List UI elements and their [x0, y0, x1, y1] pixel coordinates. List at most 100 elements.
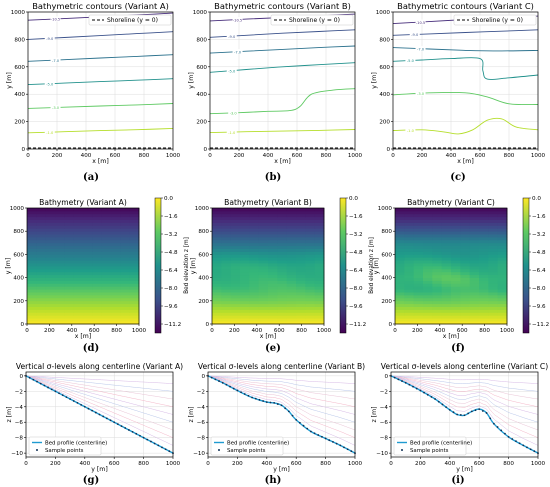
heatmap-cell [73, 208, 84, 212]
heatmap-cell [305, 245, 316, 249]
heatmap-cell [83, 251, 93, 255]
sigma-level-line [207, 375, 356, 408]
heatmap-cell [404, 216, 415, 220]
heatmap-cell [296, 260, 306, 264]
legend-label-sample: Sample points [45, 448, 84, 454]
contour-label-bg [232, 49, 243, 55]
heatmap-cell [36, 318, 47, 322]
heatmap-cell [497, 318, 508, 322]
heatmap-cell [230, 286, 241, 290]
heatmap-cell [451, 213, 461, 218]
heatmap-cell [36, 289, 47, 293]
heatmap-cell [249, 315, 260, 319]
heatmap-cell [120, 254, 131, 258]
heatmap-cell [212, 297, 222, 302]
heatmap-cell [286, 306, 297, 310]
heatmap-cell [497, 289, 508, 293]
x-tick-label: 200 [232, 461, 243, 467]
heatmap-cell [240, 225, 250, 229]
heatmap-cell [277, 210, 288, 215]
heatmap-cell [460, 208, 471, 212]
sigma-level-line [25, 375, 174, 431]
x-tick-label: 1000 [166, 153, 181, 159]
heatmap-cell [460, 222, 471, 226]
heatmap-cell [73, 237, 84, 241]
heatmap-cell [314, 225, 325, 229]
heatmap-cell [395, 216, 405, 220]
heatmap-cell [432, 268, 443, 273]
heatmap-cell [423, 210, 433, 215]
heatmap-cell [36, 228, 47, 232]
heatmap-cell [101, 263, 112, 267]
heatmap-cell [314, 289, 325, 293]
heatmap-cell [221, 274, 232, 278]
heatmap-cell [258, 251, 269, 255]
heatmap-cell [45, 222, 56, 226]
heatmap-cell [249, 219, 260, 223]
heatmap-cell [305, 260, 316, 264]
heatmap-cell [27, 254, 37, 258]
heatmap-cell [296, 263, 306, 267]
sigma-level-line [390, 375, 539, 423]
heatmap-cell [101, 222, 112, 226]
heatmap-cell [488, 248, 499, 252]
x-axis-label: y [m] [456, 466, 472, 473]
heatmap-cell [249, 210, 260, 215]
heatmap-cell [296, 268, 306, 273]
y-axis-label: y [m] [5, 258, 12, 274]
heatmap-cell [441, 277, 452, 281]
heatmap-cell [277, 225, 288, 229]
heatmap-cell [432, 216, 443, 220]
heatmap-cell [413, 315, 424, 319]
heatmap-cell [36, 210, 47, 215]
heatmap-cell [432, 295, 443, 299]
heatmap-cell [111, 263, 121, 267]
heatmap-cell [230, 318, 241, 322]
contour-label: -3.0 [417, 92, 425, 96]
heatmap-cell [441, 210, 452, 215]
heatmap-cell [296, 239, 306, 244]
chart-title: Bathymetric contours (Variant A) [32, 1, 169, 11]
sigma-level-line [390, 375, 539, 446]
x-tick-label: 800 [504, 153, 515, 159]
heatmap-cell [36, 234, 47, 238]
heatmap-cell [111, 286, 121, 290]
x-tick-label: 400 [444, 461, 455, 467]
heatmap-cell [469, 251, 480, 255]
heatmap-cell [441, 242, 452, 247]
heatmap-cell [460, 228, 471, 232]
heatmap-cell [423, 245, 433, 249]
heatmap-cell [441, 222, 452, 226]
heatmap-cell [296, 303, 306, 307]
heatmap-cell [230, 280, 241, 284]
sample-point [36, 380, 38, 383]
heatmap-cell [45, 286, 56, 290]
heatmap-cell [286, 222, 297, 226]
sample-point [298, 421, 301, 424]
heatmap-cell [101, 295, 112, 299]
heatmap-cell [413, 280, 424, 284]
heatmap-cell [36, 315, 47, 319]
heatmap-cell [55, 283, 65, 287]
sample-point [332, 441, 334, 443]
heatmap-cell [497, 219, 508, 223]
sample-point [91, 409, 94, 412]
heatmap-cell [240, 268, 250, 273]
heatmap-cell [64, 312, 75, 316]
heatmap-cell [36, 286, 47, 290]
heatmap-cell [129, 213, 140, 218]
heatmap-cell [129, 257, 140, 261]
heatmap-cell [92, 295, 103, 299]
heatmap-cell [268, 234, 278, 238]
heatmap-cell [55, 295, 65, 299]
heatmap-cell [258, 297, 269, 302]
heatmap-cell [64, 225, 75, 229]
heatmap-cell [73, 245, 84, 249]
sample-point [94, 411, 97, 414]
heatmap-cell [469, 312, 480, 316]
heatmap-cell [451, 312, 461, 316]
heatmap-cell [460, 231, 471, 235]
heatmap-cell [258, 303, 269, 307]
heatmap-cell [413, 239, 424, 244]
heatmap-cell [221, 312, 232, 316]
